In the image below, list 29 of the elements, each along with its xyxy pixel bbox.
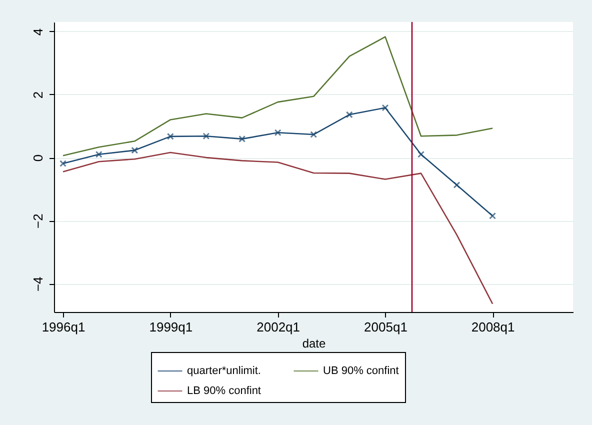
point: [453, 181, 460, 188]
point: [346, 111, 353, 118]
point: [166, 132, 174, 140]
legend-label: LB 90% confint: [187, 385, 261, 397]
x-tick-label: 1999q1: [149, 320, 193, 334]
point: [131, 146, 138, 154]
y-tick-label: −4: [30, 276, 46, 292]
x-tick-label: 1996q1: [42, 320, 86, 334]
point: [418, 150, 424, 158]
x-tick-label: 2005q1: [364, 320, 408, 334]
y-tick-label: −2: [30, 214, 46, 228]
point: [95, 150, 102, 158]
x-axis-title: date: [302, 336, 326, 350]
x-tick-label: 2008q1: [471, 320, 515, 334]
point: [60, 160, 67, 168]
line-series: [62, 36, 494, 156]
legend-label: UB 90% confint: [323, 365, 399, 377]
point: [489, 212, 496, 220]
point: [274, 129, 282, 136]
point: [382, 104, 389, 112]
y-tick-label: 2: [30, 91, 46, 99]
legend-label: quarter*unlimit.: [187, 365, 261, 377]
point: [310, 131, 318, 138]
point: [238, 135, 246, 142]
x-tick-label: 2002q1: [256, 320, 300, 334]
y-tick-label: 0: [30, 154, 46, 162]
line-series: [62, 152, 494, 304]
point: [202, 132, 210, 140]
y-tick-label: 4: [30, 28, 46, 36]
